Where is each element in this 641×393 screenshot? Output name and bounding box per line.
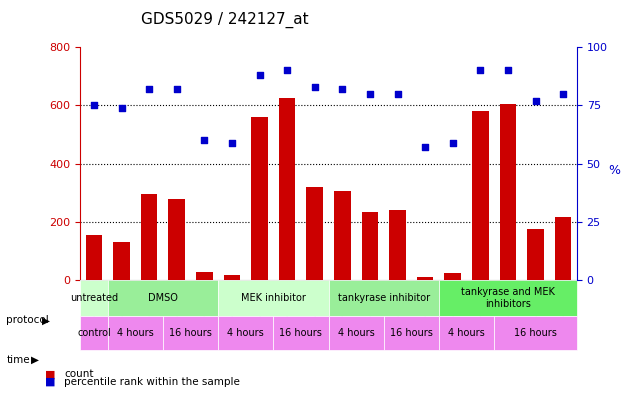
Text: control: control [77,328,111,338]
Point [117,105,127,111]
Text: ■: ■ [45,369,55,379]
Point [282,67,292,73]
FancyBboxPatch shape [439,316,494,350]
FancyBboxPatch shape [218,316,273,350]
Point [420,144,430,151]
FancyBboxPatch shape [494,316,577,350]
Text: 16 hours: 16 hours [279,328,322,338]
Bar [417,277,433,280]
Point [392,90,403,97]
FancyBboxPatch shape [163,316,218,350]
Bar [306,187,323,280]
Bar [555,217,571,280]
Point [227,140,237,146]
Bar [196,272,213,280]
Bar [472,111,488,280]
Point [503,67,513,73]
FancyBboxPatch shape [108,316,163,350]
Point [172,86,182,92]
Point [310,84,320,90]
Point [558,90,568,97]
Point [144,86,154,92]
Text: 16 hours: 16 hours [390,328,433,338]
Bar [113,242,129,280]
Bar [279,98,296,280]
Point [254,72,265,78]
Text: protocol: protocol [6,315,49,325]
FancyBboxPatch shape [80,316,108,350]
FancyBboxPatch shape [439,280,577,316]
Text: MEK inhibitor: MEK inhibitor [241,293,306,303]
Bar [362,211,378,280]
Bar [499,104,516,280]
Text: 4 hours: 4 hours [338,328,374,338]
Bar [389,210,406,280]
Point [337,86,347,92]
Bar [141,194,158,280]
Point [530,97,540,104]
Point [365,90,375,97]
Text: 4 hours: 4 hours [228,328,264,338]
Point [199,137,210,143]
FancyBboxPatch shape [80,280,108,316]
Point [447,140,458,146]
Text: tankyrase and MEK
inhibitors: tankyrase and MEK inhibitors [461,287,555,309]
Text: DMSO: DMSO [148,293,178,303]
Point [89,102,99,108]
FancyBboxPatch shape [384,316,439,350]
FancyBboxPatch shape [108,280,218,316]
Text: tankyrase inhibitor: tankyrase inhibitor [338,293,429,303]
Text: ■: ■ [45,377,55,387]
Text: GDS5029 / 242127_at: GDS5029 / 242127_at [140,12,308,28]
Text: 16 hours: 16 hours [169,328,212,338]
Bar [444,273,461,280]
Text: ▶: ▶ [42,315,49,325]
Bar [86,235,102,280]
Text: time: time [6,354,30,365]
Bar [527,229,544,280]
Bar [224,275,240,280]
Bar [251,117,268,280]
FancyBboxPatch shape [328,316,384,350]
Text: ▶: ▶ [31,354,38,365]
Text: 4 hours: 4 hours [448,328,485,338]
Text: count: count [64,369,94,379]
Text: untreated: untreated [70,293,118,303]
Point [475,67,485,73]
Y-axis label: %: % [608,163,620,176]
Text: 4 hours: 4 hours [117,328,154,338]
Text: 16 hours: 16 hours [514,328,557,338]
Bar [334,191,351,280]
Text: percentile rank within the sample: percentile rank within the sample [64,377,240,387]
FancyBboxPatch shape [218,280,328,316]
Bar [169,199,185,280]
FancyBboxPatch shape [273,316,328,350]
FancyBboxPatch shape [328,280,439,316]
